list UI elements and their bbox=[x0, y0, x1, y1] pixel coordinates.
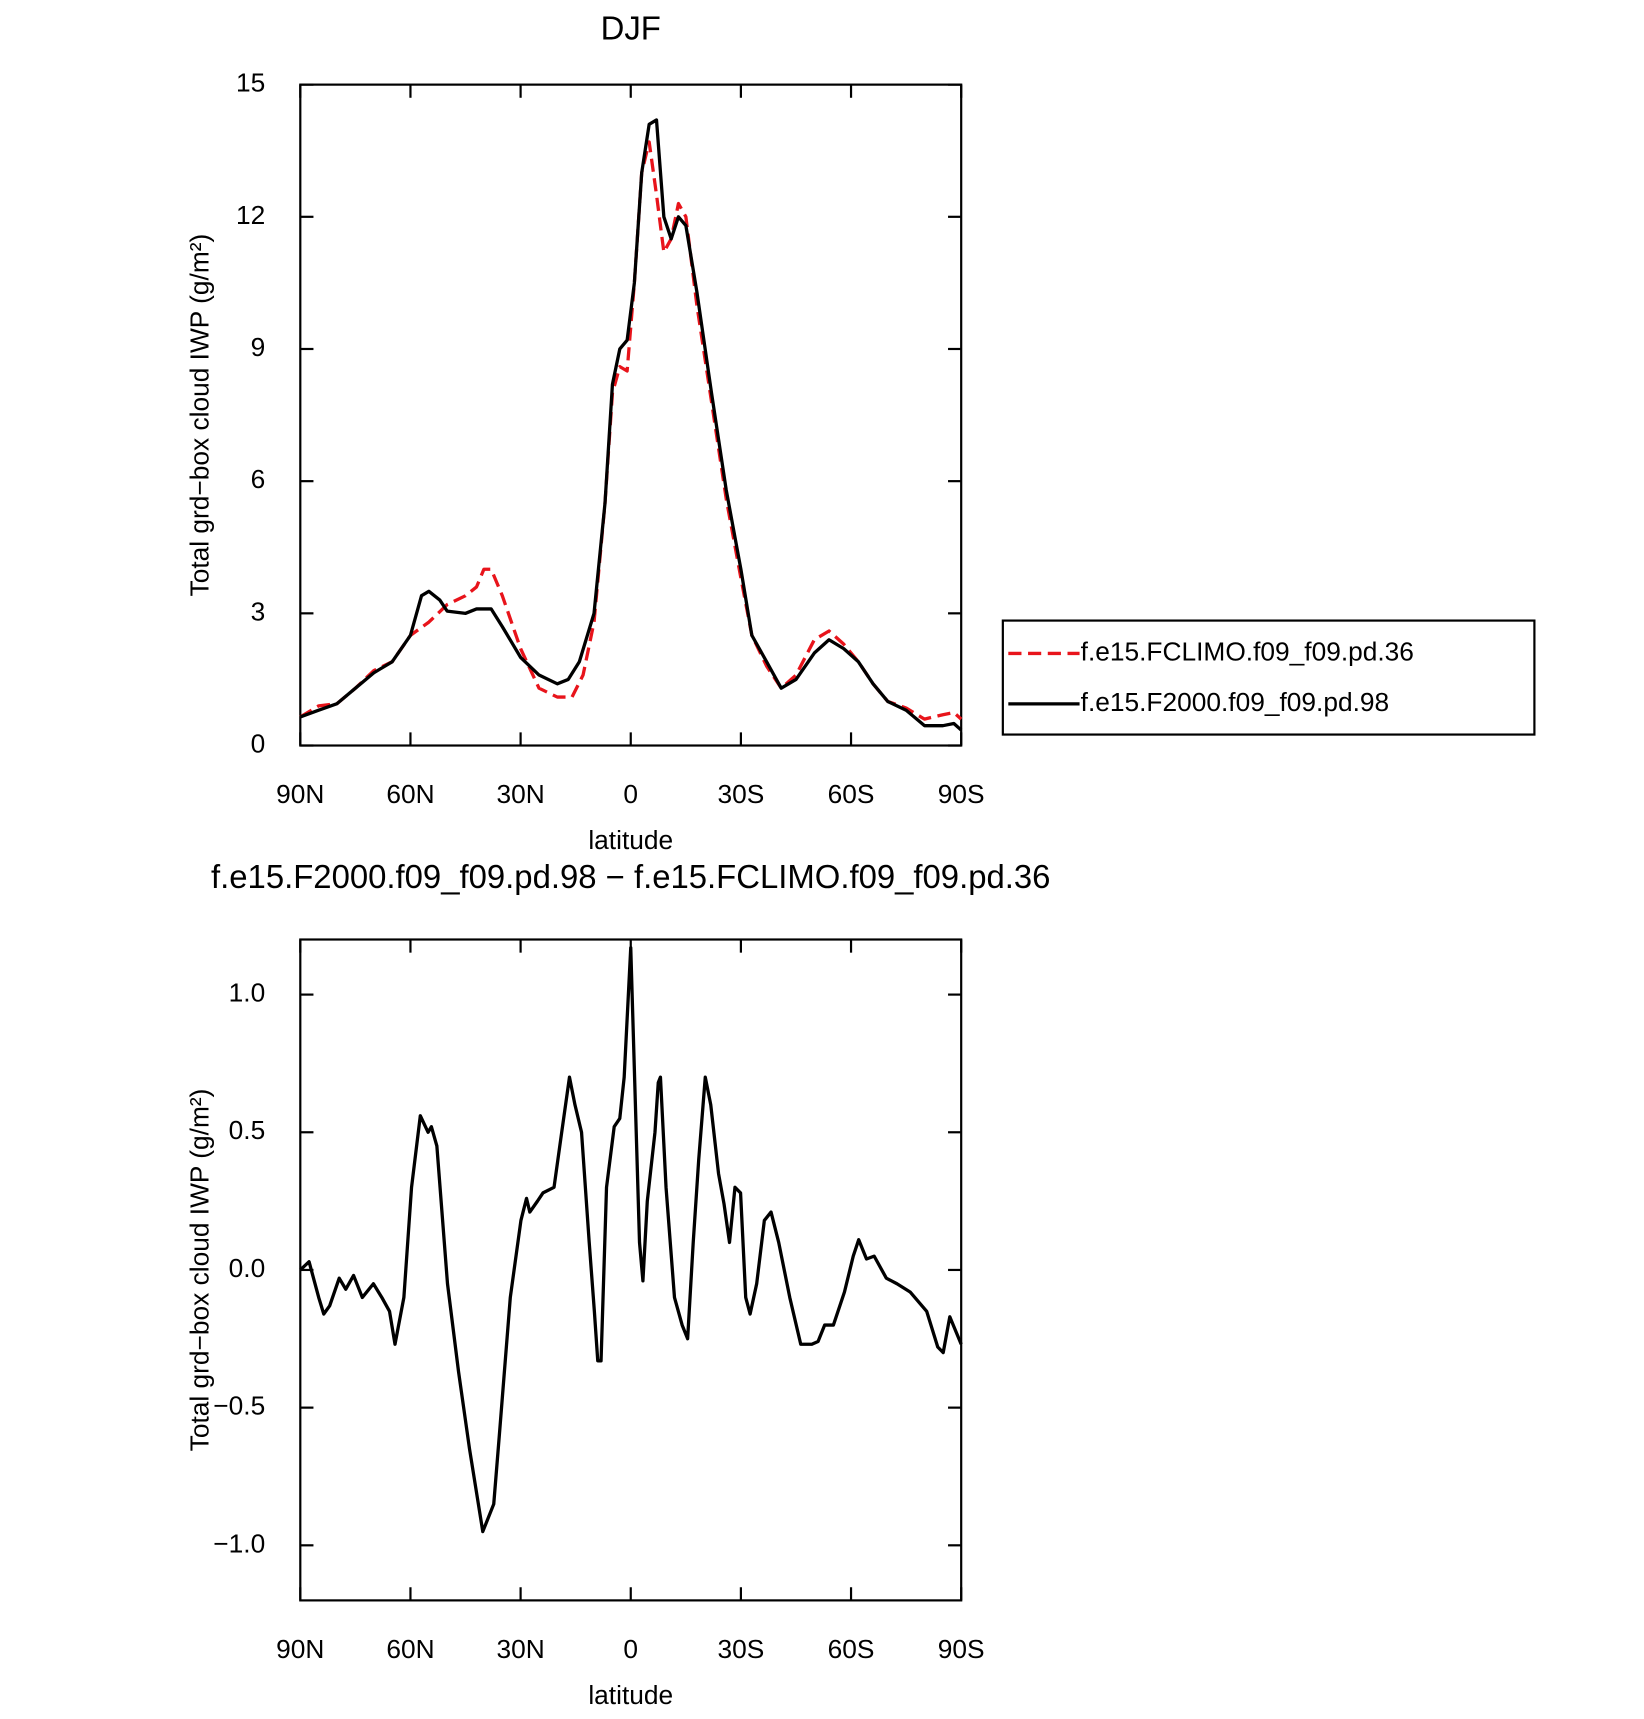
x-tick-label: 60N bbox=[386, 1634, 434, 1664]
x-tick-label: 30S bbox=[717, 779, 764, 809]
y-tick-label: 9 bbox=[251, 332, 266, 362]
x-tick-label: 90N bbox=[276, 779, 324, 809]
x-tick-label: 60N bbox=[386, 779, 434, 809]
y-axis-label: Total grd−box cloud IWP (g/m²) bbox=[185, 234, 215, 597]
x-tick-label: 30N bbox=[496, 1634, 544, 1664]
y-tick-label: 0 bbox=[251, 728, 266, 758]
plot-frame bbox=[299, 938, 963, 1602]
legend-label: f.e15.FCLIMO.f09_f09.pd.36 bbox=[1081, 636, 1414, 666]
data-line bbox=[299, 946, 963, 1534]
y-tick-label: −0.5 bbox=[213, 1391, 265, 1421]
x-tick-label: 90N bbox=[276, 1634, 324, 1664]
y-tick-label: 6 bbox=[251, 464, 266, 494]
x-axis-label: latitude bbox=[588, 1680, 673, 1710]
chart-title: DJF bbox=[601, 10, 661, 47]
y-tick-label: 15 bbox=[236, 68, 265, 98]
data-line bbox=[299, 140, 963, 721]
y-tick-label: −1.0 bbox=[213, 1528, 265, 1558]
x-tick-label: 60S bbox=[828, 779, 875, 809]
x-tick-label: 90S bbox=[938, 1634, 985, 1664]
y-tick-label: 1.0 bbox=[229, 978, 266, 1008]
x-tick-label: 30N bbox=[496, 779, 544, 809]
y-tick-label: 0.0 bbox=[229, 1253, 266, 1283]
chart-title: f.e15.F2000.f09_f09.pd.98 − f.e15.FCLIMO… bbox=[211, 858, 1050, 895]
plot-frame bbox=[299, 83, 963, 747]
legend-label: f.e15.F2000.f09_f09.pd.98 bbox=[1081, 687, 1390, 717]
x-tick-label: 60S bbox=[828, 1634, 875, 1664]
x-tick-label: 90S bbox=[938, 779, 985, 809]
x-axis-label: latitude bbox=[588, 825, 673, 855]
x-tick-label: 0 bbox=[623, 1634, 638, 1664]
data-line bbox=[299, 118, 963, 732]
y-tick-label: 0.5 bbox=[229, 1115, 266, 1145]
legend-box bbox=[1001, 619, 1536, 736]
y-axis-label: Total grd−box cloud IWP (g/m²) bbox=[185, 1089, 215, 1452]
y-tick-label: 3 bbox=[251, 596, 266, 626]
x-tick-label: 0 bbox=[623, 779, 638, 809]
y-tick-label: 12 bbox=[236, 200, 265, 230]
x-tick-label: 30S bbox=[717, 1634, 764, 1664]
